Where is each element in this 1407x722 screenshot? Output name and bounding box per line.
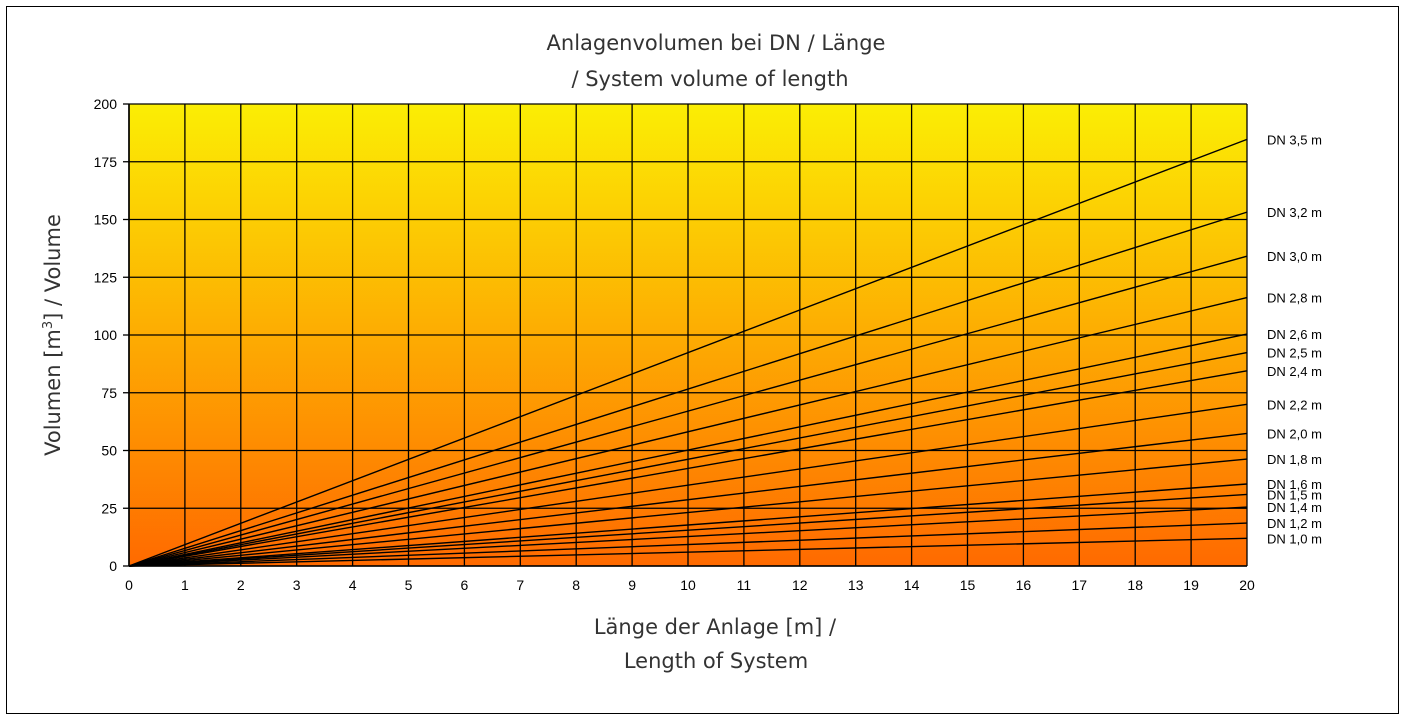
series-label: DN 2,4 m [1267, 364, 1322, 379]
x-tick-label: 3 [293, 577, 301, 593]
x-tick-label: 17 [1072, 577, 1088, 593]
x-tick-label: 8 [572, 577, 580, 593]
x-tick-label: 20 [1239, 577, 1255, 593]
y-tick-label: 175 [94, 154, 118, 170]
x-tick-label: 19 [1183, 577, 1199, 593]
x-tick-label: 1 [181, 577, 189, 593]
series-label: DN 1,4 m [1267, 500, 1322, 515]
series-line [128, 255, 1248, 567]
x-tick-label: 5 [405, 577, 413, 593]
y-tick-label: 200 [94, 96, 118, 112]
series-line [128, 493, 1248, 567]
x-tick-label: 16 [1016, 577, 1032, 593]
x-tick-label: 0 [125, 577, 133, 593]
series-line [128, 537, 1248, 567]
y-tick-label: 75 [101, 385, 117, 401]
x-axis-title-line2: Length of System [624, 649, 808, 673]
x-tick-label: 9 [628, 577, 636, 593]
series-label: DN 1,0 m [1267, 531, 1322, 546]
series-label: DN 2,2 m [1267, 397, 1322, 412]
y-tick-labels: 0 25 50 75 100 125 150 175 200 [94, 96, 118, 574]
series-label: DN 1,6 m [1267, 477, 1322, 492]
y-axis-title: Volumen [m3] / Volume [41, 214, 65, 456]
y-tick-label: 0 [109, 558, 117, 574]
x-tick-label: 12 [792, 577, 808, 593]
x-axis-title: Länge der Anlage [m] / [594, 615, 837, 639]
series-line [128, 403, 1248, 567]
x-tick-label: 10 [680, 577, 696, 593]
x-tick-label: 11 [737, 577, 752, 593]
series-label: DN 1,5 m [1267, 487, 1322, 502]
y-axis-title-post: ] / Volume [41, 214, 65, 321]
x-tick-label: 7 [516, 577, 524, 593]
series-line [128, 351, 1248, 567]
series-label: DN 2,8 m [1267, 291, 1322, 306]
y-tick-label: 150 [94, 212, 118, 228]
series-line [128, 333, 1248, 567]
series-labels: DN 3,5 m DN 3,2 m DN 3,0 m DN 2,8 m DN 2,6 m… [1267, 132, 1322, 546]
series-label: DN 3,2 m [1267, 205, 1322, 220]
series-line [128, 506, 1248, 567]
series-label: DN 1,2 m [1267, 516, 1322, 531]
x-tick-label: 2 [237, 577, 245, 593]
chart-title: Anlagenvolumen bei DN / Länge [547, 31, 886, 55]
series-label: DN 2,5 m [1267, 346, 1322, 361]
x-tick-label: 13 [848, 577, 864, 593]
series-line [128, 370, 1248, 567]
series-line [128, 483, 1248, 567]
series-label: DN 2,0 m [1267, 426, 1322, 441]
y-axis-title-pre: Volumen [m [41, 329, 65, 456]
series-label: DN 2,6 m [1267, 327, 1322, 342]
axes [123, 103, 1247, 567]
series-line [128, 432, 1248, 567]
series-line [128, 458, 1248, 567]
series-line [128, 138, 1248, 567]
series-lines [128, 138, 1248, 567]
x-tick-label: 14 [904, 577, 920, 593]
x-tick-label: 4 [349, 577, 357, 593]
y-axis-title-sup: 3 [41, 321, 56, 329]
chart-subtitle: / System volume of length [571, 67, 848, 91]
series-line [128, 296, 1248, 567]
y-tick-label: 125 [94, 269, 118, 285]
y-tick-label: 25 [101, 500, 117, 516]
series-line [128, 522, 1248, 567]
series-line [128, 211, 1248, 567]
series-label: DN 3,5 m [1267, 132, 1322, 147]
x-tick-label: 6 [461, 577, 469, 593]
x-tick-labels: 0 1 2 3 4 5 6 7 8 9 10 11 12 13 14 15 16 17 18 19 20 [125, 577, 1255, 593]
y-tick-label: 50 [101, 443, 117, 459]
series-label: DN 1,8 m [1267, 452, 1322, 467]
y-tick-label: 100 [94, 327, 118, 343]
x-tick-label: 15 [960, 577, 976, 593]
series-label: DN 3,0 m [1267, 249, 1322, 264]
x-tick-label: 18 [1127, 577, 1143, 593]
